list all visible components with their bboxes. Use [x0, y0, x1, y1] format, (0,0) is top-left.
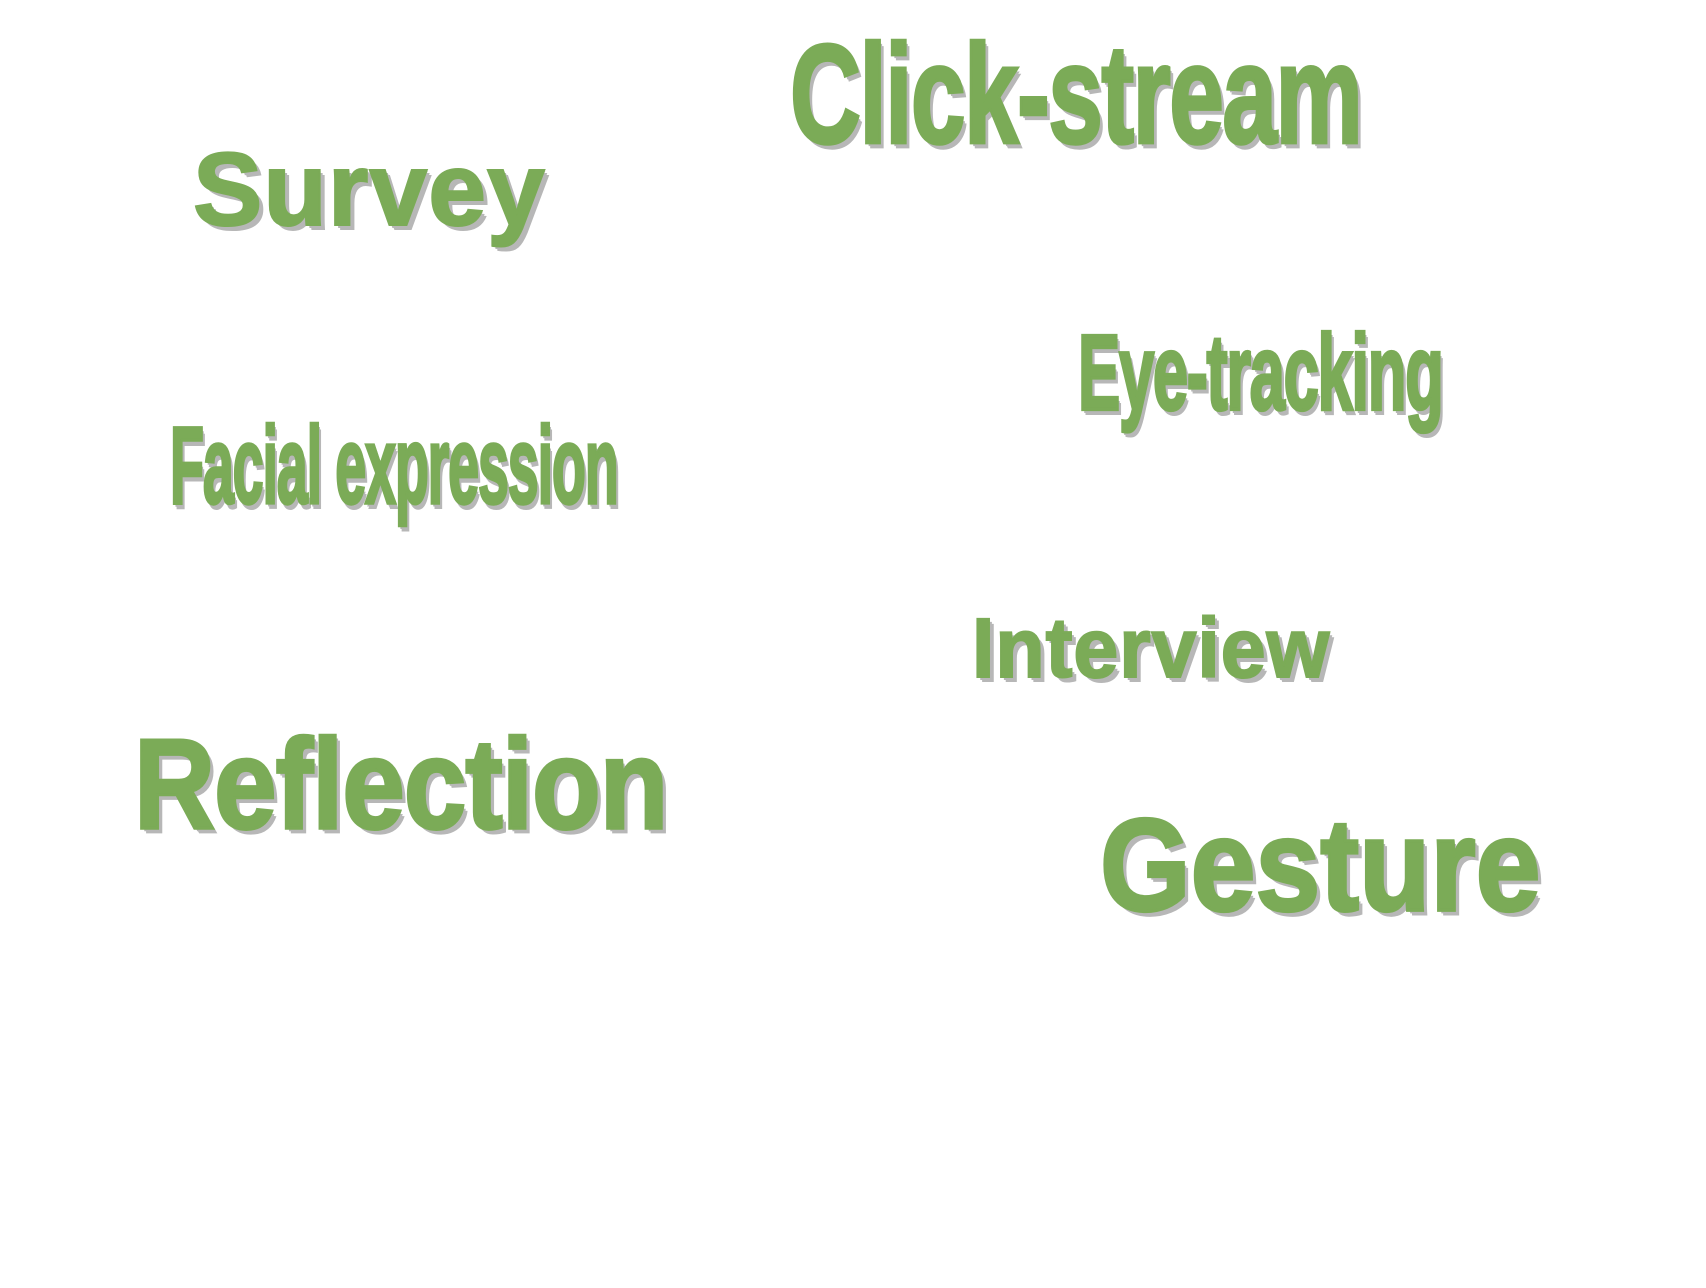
word-click-stream: Click-stream	[789, 15, 1364, 173]
word-facial-expression: Facial expression	[169, 405, 620, 528]
word-gesture: Gesture	[1099, 792, 1542, 939]
word-survey: Survey	[192, 132, 546, 248]
word-eye-tracking: Eye-tracking	[1077, 313, 1445, 434]
word-reflection: Reflection	[133, 712, 670, 856]
word-interview: Interview	[971, 601, 1331, 695]
